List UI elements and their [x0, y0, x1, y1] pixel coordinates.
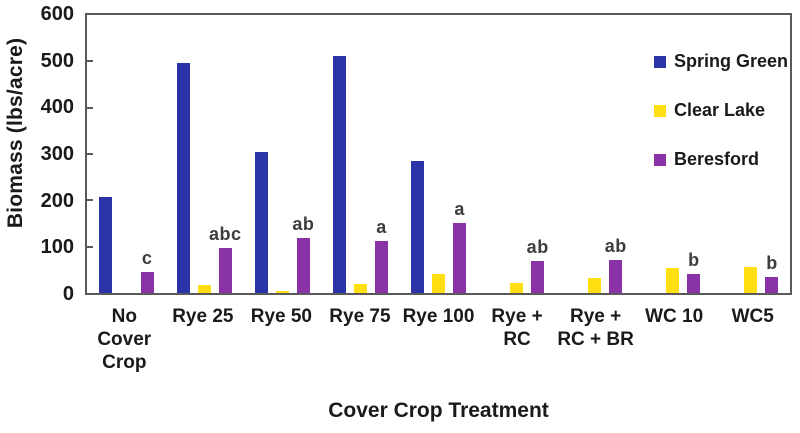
x-tick-label: WC5 — [731, 306, 774, 327]
bar-clear-lake — [197, 284, 211, 293]
bar-beresford — [687, 273, 701, 293]
legend-entry-beresford: Beresford — [654, 149, 788, 170]
bar-beresford — [140, 272, 154, 293]
bar-beresford — [765, 276, 779, 293]
bar-row — [243, 15, 321, 293]
bar-group-rye-rc-br: ab — [556, 15, 634, 293]
bar-group-rye-100: a — [399, 15, 477, 293]
bar-row — [478, 15, 556, 293]
bar-row — [399, 15, 477, 293]
bar-clear-lake — [510, 282, 524, 293]
clear-lake-swatch-icon — [654, 104, 666, 117]
bar-spring-green — [410, 160, 424, 293]
x-tick-label: No Cover Crop — [97, 306, 152, 373]
significance-letter: c — [141, 248, 153, 269]
bar-clear-lake — [353, 283, 367, 293]
bar-beresford — [218, 248, 232, 293]
significance-letter: ab — [604, 235, 627, 256]
bar-beresford — [374, 241, 388, 293]
bar-beresford — [296, 238, 310, 293]
bar-group-rye-75: a — [321, 15, 399, 293]
significance-letter: b — [766, 252, 778, 273]
legend-entry-clear-lake: Clear Lake — [654, 100, 788, 121]
y-axis-tick-labels: 0 100 200 300 400 500 600 — [0, 4, 74, 304]
legend-label: Beresford — [674, 149, 760, 169]
bar-group-rye-rc: ab — [478, 15, 556, 293]
significance-letter: a — [376, 217, 387, 238]
y-tick-label: 0 — [62, 283, 74, 305]
significance-letter: ab — [526, 237, 549, 258]
bar-row — [712, 15, 790, 293]
y-tick-label: 600 — [40, 3, 74, 25]
bar-row — [556, 15, 634, 293]
y-tick-label: 400 — [40, 96, 74, 119]
bar-spring-green — [98, 197, 112, 293]
bar-row — [87, 15, 165, 293]
x-axis-tick-labels: No Cover Crop Rye 25 Rye 50 Rye 75 Rye 100 Ry… — [85, 305, 792, 395]
y-tick-label: 100 — [40, 236, 74, 259]
y-tick-mark — [87, 153, 93, 155]
spring-green-swatch-icon — [654, 55, 666, 68]
x-tick-label: WC 10 — [645, 306, 704, 327]
bar-group-wc5: b — [712, 15, 790, 293]
y-tick-label: 500 — [40, 49, 74, 72]
x-tick-label: Rye + RC + BR — [557, 306, 634, 350]
bar-beresford — [531, 261, 545, 293]
bar-row — [165, 15, 243, 293]
x-axis-title: Cover Crop Treatment — [328, 399, 549, 422]
x-tick-label: Rye 50 — [250, 306, 313, 327]
bar-clear-lake — [275, 290, 289, 293]
bar-clear-lake — [666, 267, 680, 293]
y-tick-label: 200 — [40, 189, 74, 212]
bar-group-rye-50: ab — [243, 15, 321, 293]
significance-letter: ab — [292, 214, 315, 235]
bar-beresford — [609, 259, 623, 293]
bar-spring-green — [332, 56, 346, 293]
y-tick-mark — [87, 245, 93, 248]
bar-row — [634, 15, 712, 293]
bar-clear-lake — [588, 277, 602, 293]
x-tick-label: Rye 100 — [402, 306, 475, 327]
bar-group-rye-25: abc — [165, 15, 243, 293]
bar-group-wc-10: b — [634, 15, 712, 293]
x-tick-label: Rye 75 — [329, 306, 391, 327]
plot-inner: c abc ab a a ab ab b b — [87, 15, 790, 293]
y-tick-mark — [87, 106, 93, 109]
bar-beresford — [452, 222, 466, 293]
bar-clear-lake — [744, 266, 758, 293]
beresford-swatch-icon — [654, 153, 666, 166]
y-tick-mark — [87, 199, 93, 202]
significance-letter: b — [688, 249, 700, 270]
plot-area: c abc ab a a ab ab b b Spring Green Clear Lake B… — [85, 13, 792, 295]
bar-spring-green — [176, 63, 190, 293]
significance-letter: abc — [208, 224, 242, 245]
significance-letter: a — [454, 198, 465, 219]
x-tick-label: Rye + RC — [491, 306, 543, 350]
bar-clear-lake — [431, 273, 445, 293]
y-tick-label: 300 — [40, 143, 74, 165]
bar-group-no-cover-crop: c — [87, 15, 165, 293]
bar-spring-green — [254, 151, 268, 293]
legend: Spring Green Clear Lake Beresford — [654, 51, 788, 170]
legend-label: Spring Green — [674, 51, 789, 71]
bar-row — [321, 15, 399, 293]
y-tick-mark — [87, 60, 93, 63]
legend-entry-spring-green: Spring Green — [654, 51, 788, 72]
x-tick-label: Rye 25 — [172, 306, 234, 327]
legend-label: Clear Lake — [674, 100, 766, 120]
